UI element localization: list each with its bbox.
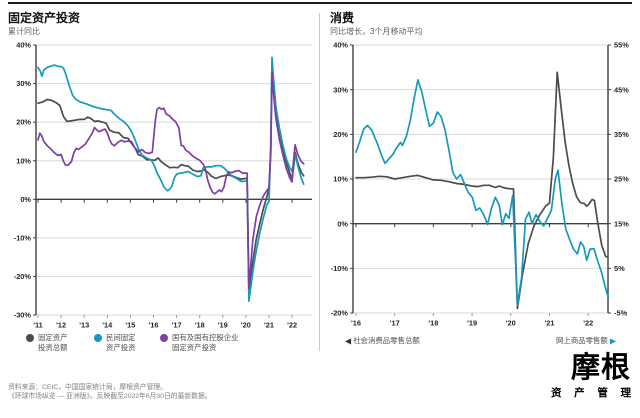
svg-text:-20%: -20%: [14, 272, 32, 281]
svg-text:35%: 35%: [614, 130, 629, 139]
svg-text:'16: '16: [149, 321, 159, 330]
fai-chart-title: 固定资产投资: [8, 11, 81, 25]
consumption-line-chart: 40% 30% 20% 10% 0% -10% -20% 55% 45% 35% 25% 15% 5% -…: [331, 41, 629, 328]
legend-dot-icon: [160, 334, 168, 342]
svg-text:45%: 45%: [614, 85, 629, 94]
brand-logo-sub: 资产管理: [551, 387, 631, 399]
source-line-1: 资料来源：CEIC，中国国家统计局，摩根资产管理。: [8, 384, 167, 391]
svg-text:20%: 20%: [333, 130, 348, 139]
fai-line-chart: 40% 30% 20% 10% 0% -10% -20% -30%'11 '12 '13 '14 '1…: [14, 41, 312, 330]
svg-text:'22: '22: [287, 321, 297, 330]
svg-text:0%: 0%: [20, 195, 31, 204]
legend-item-soe-fai: 国有及国有控股企业 固定资产投资: [160, 333, 239, 352]
svg-text:'19: '19: [218, 321, 228, 330]
svg-text:-10%: -10%: [14, 233, 32, 242]
legend-dot-icon: [94, 334, 102, 342]
svg-text:'21: '21: [264, 321, 274, 330]
svg-text:'11: '11: [33, 321, 43, 330]
fai-chart-subtitle: 累计同比: [8, 27, 40, 36]
svg-text:-5%: -5%: [614, 309, 628, 318]
svg-text:40%: 40%: [333, 41, 348, 50]
legend-label: 社会消费品零售总额: [353, 336, 420, 345]
svg-text:'12: '12: [56, 321, 66, 330]
legend-retail-total: ◀ 社会消费品零售总额: [345, 335, 420, 346]
svg-text:-10%: -10%: [331, 264, 349, 273]
legend-label: 固定资产: [38, 333, 68, 342]
svg-text:-30%: -30%: [14, 311, 32, 320]
legend-label: 网上商品零售额: [556, 336, 608, 345]
svg-text:'17: '17: [390, 319, 400, 328]
consumption-chart-subtitle: 同比增长，3个月移动平均: [330, 27, 423, 36]
svg-text:10%: 10%: [333, 175, 348, 184]
svg-text:'19: '19: [467, 319, 477, 328]
svg-text:'20: '20: [241, 321, 251, 330]
legend-online-retail: 网上商品零售额 ▶: [556, 335, 616, 346]
legend-dot-icon: [26, 334, 34, 342]
svg-text:0%: 0%: [337, 219, 348, 228]
svg-text:40%: 40%: [16, 41, 31, 50]
svg-text:15%: 15%: [614, 219, 629, 228]
svg-text:25%: 25%: [614, 175, 629, 184]
svg-text:'18: '18: [195, 321, 205, 330]
svg-text:30%: 30%: [333, 85, 348, 94]
right-arrow-icon: ▶: [609, 336, 616, 346]
source-note: 资料来源：CEIC，中国国家统计局，摩根资产管理。 《环球市场纵览 — 亚洲版》…: [8, 384, 212, 401]
brand-logo-main: 摩根: [570, 352, 631, 384]
svg-text:'22: '22: [583, 319, 593, 328]
consumption-chart-title: 消费: [330, 11, 355, 25]
svg-text:'18: '18: [428, 319, 438, 328]
legend-item-total-fai: 固定资产 投资总额: [26, 333, 94, 352]
svg-text:'13: '13: [79, 321, 89, 330]
svg-text:5%: 5%: [614, 264, 625, 273]
svg-text:55%: 55%: [614, 41, 629, 50]
legend-item-private-fai: 民间固定 资产投资: [94, 333, 160, 352]
fai-legend: 固定资产 投资总额 民间固定 资产投资 国有及国有控股企业 固定资产投资: [26, 333, 239, 352]
left-arrow-icon: ◀: [345, 336, 352, 346]
legend-label: 国有及国有控股企业: [172, 333, 239, 342]
brand-logo: 摩根 资产管理: [551, 352, 631, 400]
svg-text:30%: 30%: [16, 79, 31, 88]
svg-text:'17: '17: [172, 321, 182, 330]
svg-text:'14: '14: [102, 321, 113, 330]
svg-text:'16: '16: [351, 319, 361, 328]
svg-text:'15: '15: [125, 321, 135, 330]
svg-text:10%: 10%: [16, 156, 31, 165]
svg-text:'20: '20: [506, 319, 516, 328]
source-line-2: 《环球市场纵览 — 亚洲版》。反映截至2022年6月30日的最新数据。: [8, 392, 212, 400]
svg-text:-20%: -20%: [331, 309, 349, 318]
chart-divider: [319, 13, 320, 351]
svg-text:20%: 20%: [16, 118, 31, 127]
top-rule: [8, 2, 632, 4]
legend-label: 民间固定: [106, 333, 136, 342]
svg-text:'21: '21: [545, 319, 555, 328]
